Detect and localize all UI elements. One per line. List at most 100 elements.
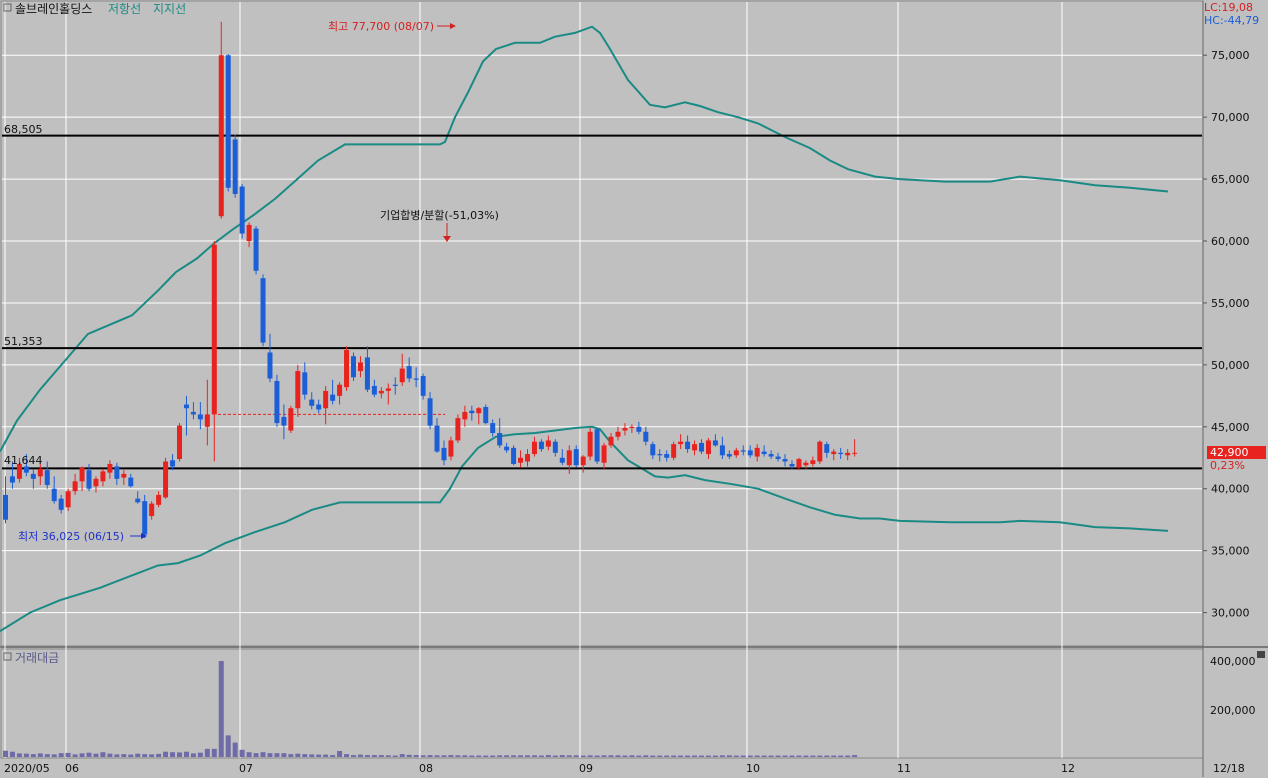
- volume-bar: [531, 755, 537, 757]
- candle-body: [16, 463, 22, 479]
- x-tick-label: 06: [65, 762, 79, 775]
- volume-bar: [754, 755, 760, 757]
- volume-bar: [469, 755, 475, 757]
- volume-bar: [30, 754, 36, 757]
- volume-bar: [406, 754, 412, 757]
- candle-body: [768, 454, 774, 457]
- volume-bar: [817, 755, 823, 757]
- y-tick-label: 45,000: [1211, 421, 1250, 434]
- candle-body: [323, 390, 329, 409]
- horizontal-lines: [2, 134, 1202, 470]
- support-label[interactable]: 지지선: [153, 2, 186, 16]
- lower-band-line: [0, 425, 1169, 633]
- candle-body: [135, 498, 141, 503]
- candle-body: [434, 425, 440, 452]
- volume-bar: [796, 755, 802, 757]
- y-tick-label: 35,000: [1211, 545, 1250, 558]
- candle-body: [309, 399, 315, 406]
- current-price: 42,900: [1210, 446, 1249, 459]
- volume-bar: [671, 755, 677, 757]
- volume-bar: [232, 742, 238, 757]
- volume-bar: [51, 754, 57, 757]
- volume-bar: [37, 753, 43, 757]
- candle-body: [831, 451, 837, 455]
- volume-tick-200000: 200,000: [1210, 704, 1256, 717]
- candle-body: [170, 460, 176, 467]
- volume-bar: [845, 755, 851, 757]
- volume-bar: [239, 749, 245, 757]
- candle-body: [789, 463, 795, 467]
- candle-body: [608, 436, 614, 446]
- resistance-label[interactable]: 저항선: [108, 2, 141, 16]
- volume-bar: [302, 754, 308, 757]
- high-arrow-head-icon: [450, 23, 456, 29]
- volume-bar: [16, 753, 22, 757]
- y-tick-label: 75,000: [1211, 49, 1250, 62]
- volume-bar: [775, 755, 781, 757]
- volume-bar: [170, 752, 176, 757]
- candle-body: [845, 452, 851, 456]
- candle-body: [406, 366, 412, 379]
- volume-bar: [685, 755, 691, 757]
- volume-bar: [789, 755, 795, 757]
- candle-body: [239, 186, 245, 234]
- volume-bar: [413, 755, 419, 757]
- candle-body: [699, 442, 704, 452]
- candle-body: [37, 468, 43, 477]
- volume-bar: [385, 755, 391, 757]
- candle-body: [253, 228, 259, 271]
- volume-bar: [525, 755, 530, 757]
- volume-bar: [100, 752, 106, 757]
- candle-body: [817, 441, 823, 462]
- hline-label-68505: 68,505: [4, 123, 43, 136]
- candle-body: [441, 447, 447, 461]
- volume-bar: [246, 752, 252, 757]
- volume-bar: [392, 755, 398, 757]
- candle-body: [497, 433, 503, 446]
- change-percent: 0,23%: [1210, 459, 1245, 472]
- candle-body: [357, 362, 363, 372]
- y-tick-label: 55,000: [1211, 297, 1250, 310]
- volume-bar: [657, 755, 663, 757]
- candle-body: [44, 470, 50, 486]
- candle-body: [559, 457, 565, 463]
- candle-body: [545, 440, 551, 447]
- volume-checkbox-icon[interactable]: [3, 652, 12, 661]
- panel-checkbox-icon[interactable]: [3, 3, 12, 12]
- candle-body: [566, 450, 572, 466]
- y-tick-label: 40,000: [1211, 483, 1250, 496]
- volume-bar: [23, 753, 29, 757]
- volume-bar: [309, 754, 315, 757]
- volume-bar: [86, 752, 92, 757]
- candle-body: [51, 488, 57, 502]
- candle-body: [552, 441, 558, 453]
- volume-bar: [692, 755, 698, 757]
- candle-body: [761, 451, 767, 455]
- candle-body: [128, 477, 134, 487]
- y-tick-label: 30,000: [1211, 607, 1250, 620]
- volume-bar: [316, 754, 322, 757]
- volume-bar: [323, 754, 329, 757]
- candle-body: [796, 459, 802, 468]
- current-price-badge: [1207, 446, 1266, 459]
- volume-bar: [93, 753, 99, 757]
- volume-bar: [420, 755, 426, 757]
- volume-bar: [629, 755, 635, 757]
- candle-body: [733, 450, 739, 456]
- candle-body: [58, 498, 64, 510]
- stock-name: 솔브레인홀딩스: [15, 2, 92, 16]
- volume-bar: [107, 753, 113, 757]
- volume-bar: [344, 754, 350, 757]
- volume-bar: [580, 755, 586, 757]
- volume-bar: [225, 735, 231, 757]
- candle-body: [511, 447, 517, 464]
- candle-body: [504, 446, 510, 451]
- volume-bar: [483, 755, 489, 757]
- candle-body: [121, 473, 127, 478]
- volume-bar: [267, 753, 273, 757]
- hline-label-51353: 51,353: [4, 335, 43, 348]
- close-volume-panel-icon[interactable]: [1257, 651, 1265, 658]
- candle-body: [211, 244, 217, 415]
- x-axis: 2020/05 06 07 08 09 10 11 12 12/18: [4, 762, 1245, 775]
